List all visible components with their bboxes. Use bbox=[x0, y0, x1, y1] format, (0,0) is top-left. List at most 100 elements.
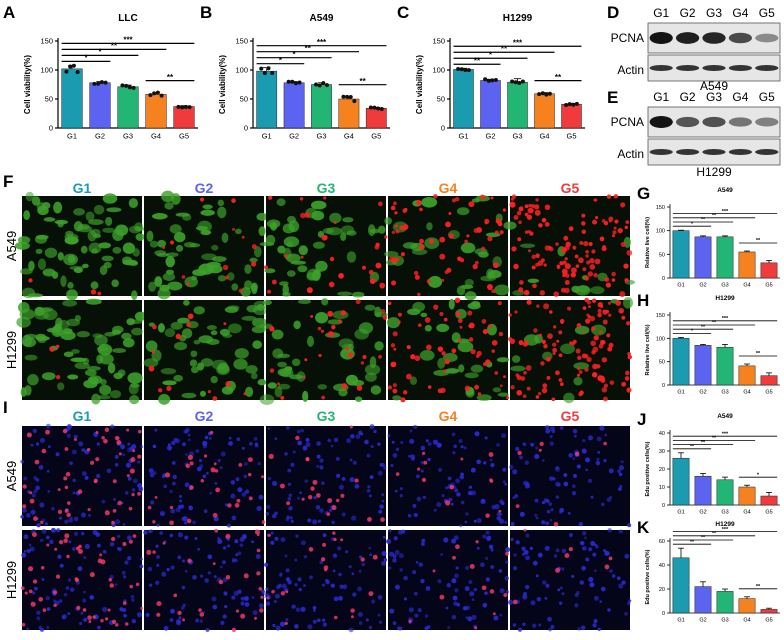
dead-cell bbox=[397, 312, 403, 317]
nucleus bbox=[581, 530, 587, 536]
edu-positive-nucleus bbox=[108, 577, 113, 582]
nucleus bbox=[593, 595, 599, 601]
dead-cell bbox=[564, 245, 570, 251]
nucleus bbox=[582, 546, 587, 551]
nucleus bbox=[471, 614, 477, 620]
live-cell bbox=[217, 362, 230, 374]
live-cell bbox=[384, 217, 392, 225]
nucleus bbox=[352, 460, 357, 465]
live-cell bbox=[276, 198, 286, 207]
nucleus bbox=[84, 543, 90, 550]
nucleus bbox=[137, 460, 141, 464]
nucleus bbox=[525, 533, 530, 538]
bar-g3 bbox=[716, 346, 734, 386]
nucleus bbox=[535, 516, 539, 520]
nucleus bbox=[399, 487, 403, 491]
y-axis-label: Relative live cell(%) bbox=[645, 324, 651, 375]
dead-cell bbox=[534, 204, 540, 210]
nucleus bbox=[127, 442, 131, 446]
nucleus bbox=[358, 430, 363, 435]
dead-cell bbox=[509, 201, 515, 207]
nucleus bbox=[394, 549, 400, 555]
nucleus bbox=[403, 597, 407, 601]
significance-stars: *** bbox=[123, 36, 133, 45]
live-cell bbox=[206, 325, 217, 331]
edu-positive-nucleus bbox=[360, 557, 365, 562]
nucleus bbox=[156, 523, 160, 527]
nucleus bbox=[163, 625, 169, 631]
nucleus bbox=[88, 513, 92, 517]
edu-positive-nucleus bbox=[122, 542, 127, 547]
micrograph-tile bbox=[508, 297, 634, 404]
nucleus bbox=[285, 618, 289, 622]
edu-positive-nucleus bbox=[104, 617, 109, 621]
nucleus bbox=[129, 446, 134, 451]
dead-cell bbox=[175, 333, 182, 340]
live-cell bbox=[497, 392, 509, 397]
edu-positive-nucleus bbox=[538, 448, 542, 452]
dead-cell bbox=[207, 390, 211, 394]
dead-cell bbox=[591, 326, 596, 331]
nucleus bbox=[178, 616, 182, 620]
nucleus bbox=[120, 444, 125, 450]
edu-positive-nucleus bbox=[20, 586, 25, 591]
nucleus bbox=[131, 598, 135, 602]
edu-positive-nucleus bbox=[182, 618, 185, 622]
nucleus bbox=[388, 529, 392, 533]
nucleus bbox=[585, 468, 589, 472]
live-cell bbox=[24, 354, 38, 361]
dead-cell bbox=[384, 235, 388, 239]
data-point bbox=[92, 81, 97, 86]
dead-cell bbox=[455, 311, 461, 317]
lane-label: G2 bbox=[680, 6, 696, 20]
blot-band bbox=[728, 32, 753, 44]
edu-positive-nucleus bbox=[89, 572, 95, 578]
nucleus bbox=[124, 560, 129, 565]
nucleus bbox=[220, 451, 226, 457]
live-cell bbox=[233, 358, 248, 370]
nucleus bbox=[33, 489, 38, 494]
significance-stars: ** bbox=[712, 213, 717, 219]
nucleus bbox=[454, 588, 459, 593]
nucleus bbox=[44, 522, 48, 526]
nucleus bbox=[371, 599, 376, 604]
dead-cell bbox=[532, 283, 537, 289]
dead-cell bbox=[603, 396, 608, 402]
nucleus bbox=[369, 424, 375, 430]
bar-g2 bbox=[283, 82, 305, 129]
data-point bbox=[517, 81, 522, 86]
x-tick-label: G4 bbox=[743, 390, 750, 396]
edu-positive-nucleus bbox=[417, 467, 421, 471]
nucleus bbox=[417, 608, 422, 613]
nucleus bbox=[590, 495, 594, 499]
nucleus bbox=[80, 512, 87, 518]
dead-cell bbox=[277, 382, 281, 386]
dead-cell bbox=[601, 340, 606, 345]
dead-cell bbox=[355, 299, 361, 305]
nucleus bbox=[319, 560, 324, 565]
live-cell bbox=[63, 351, 74, 358]
bar-g4 bbox=[534, 93, 555, 129]
blot-band bbox=[755, 149, 779, 155]
dead-cell bbox=[594, 258, 601, 265]
dead-cell bbox=[464, 385, 471, 392]
nucleus bbox=[545, 499, 550, 503]
dead-cell bbox=[495, 218, 501, 224]
dead-cell bbox=[269, 368, 275, 373]
y-tick-label: 0 bbox=[441, 124, 445, 133]
nucleus bbox=[274, 593, 280, 599]
nucleus bbox=[123, 613, 127, 618]
dead-cell bbox=[170, 240, 175, 245]
live-cell bbox=[82, 263, 89, 269]
nucleus bbox=[184, 429, 189, 434]
bar-g3 bbox=[716, 479, 734, 506]
live-cell bbox=[112, 325, 124, 334]
nucleus bbox=[332, 569, 336, 573]
nucleus bbox=[130, 594, 135, 599]
nucleus bbox=[64, 519, 69, 524]
nucleus bbox=[522, 622, 526, 627]
live-cell bbox=[227, 272, 235, 281]
nucleus bbox=[67, 578, 72, 582]
nucleus bbox=[618, 583, 624, 589]
nucleus bbox=[550, 508, 554, 512]
